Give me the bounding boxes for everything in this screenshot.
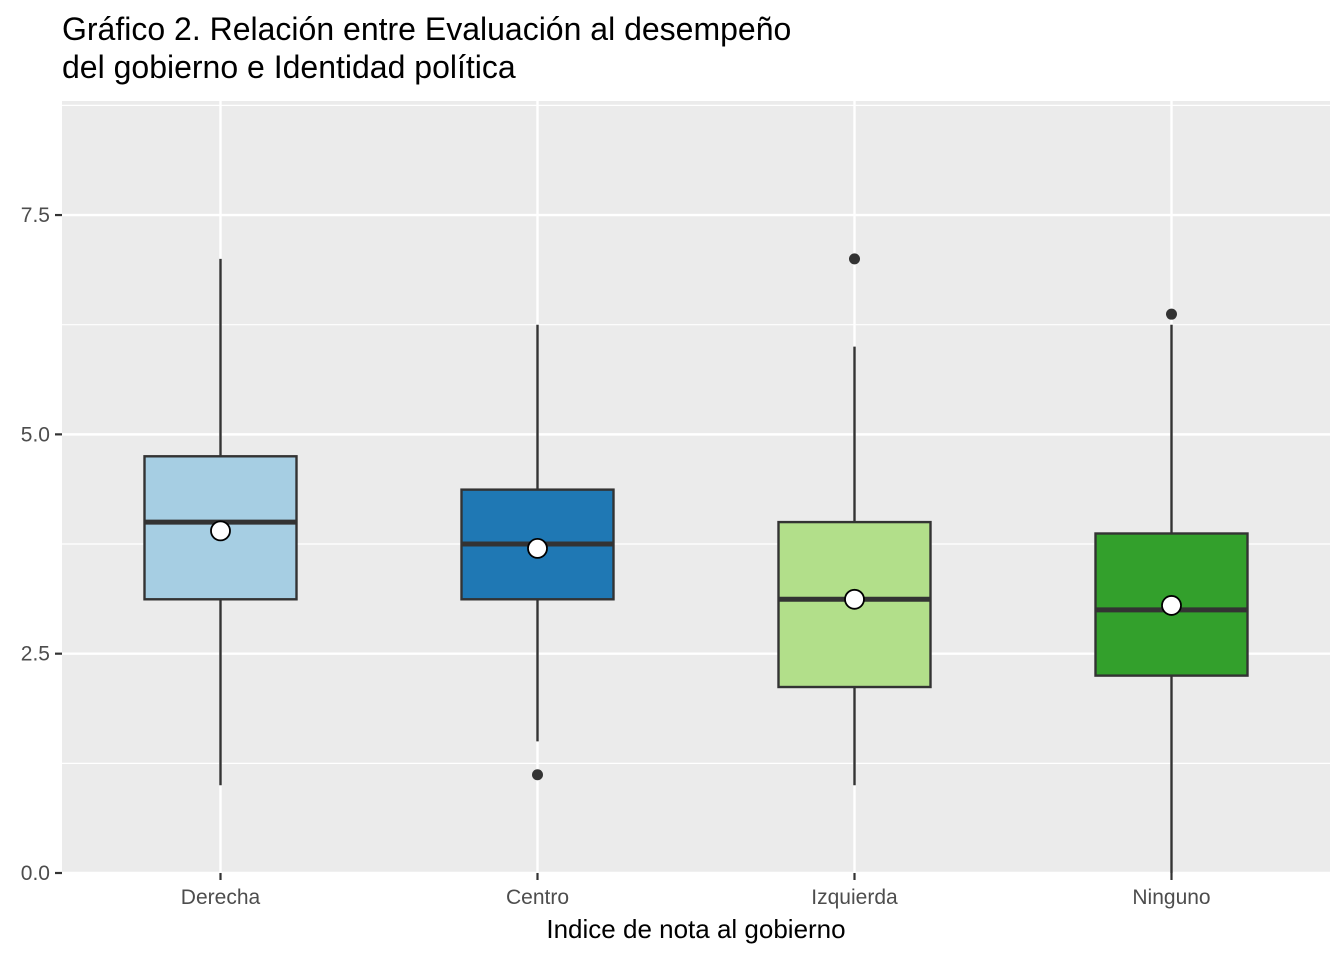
x-tick-label: Derecha: [181, 886, 261, 909]
box-derecha: [143, 258, 298, 786]
box-ninguno: [1094, 308, 1249, 873]
outlier-point: [532, 769, 543, 781]
mean-point: [844, 588, 865, 610]
x-tick-label: Centro: [506, 886, 569, 909]
box-centro: [460, 324, 615, 781]
mean-point: [527, 538, 548, 559]
chart-title-line-2: del gobierno e Identidad política: [62, 49, 516, 85]
mean-point: [1161, 595, 1182, 616]
y-tick-label: 2.5: [21, 643, 50, 666]
y-tick-label: 7.5: [21, 204, 50, 227]
x-axis-title: Indice de nota al gobierno: [546, 914, 845, 944]
chart-title: Gráfico 2. Relación entre Evaluación al …: [62, 11, 800, 85]
outlier-point: [1166, 308, 1177, 320]
y-tick-label: 5.0: [21, 423, 50, 446]
box-series: [143, 253, 1249, 873]
y-axis: 0.0 2.5 5.0 7.5: [21, 204, 62, 885]
outlier-point: [849, 253, 860, 265]
x-tick-label: Izquierda: [811, 886, 898, 909]
y-tick-label: 0.0: [21, 862, 50, 885]
box-izquierda: [777, 253, 932, 786]
mean-point: [210, 520, 231, 542]
x-tick-label: Ninguno: [1132, 886, 1210, 909]
x-axis: Derecha Centro Izquierda Ninguno: [181, 873, 1211, 909]
chart-title-line-1: Gráfico 2. Relación entre Evaluación al …: [62, 11, 791, 47]
